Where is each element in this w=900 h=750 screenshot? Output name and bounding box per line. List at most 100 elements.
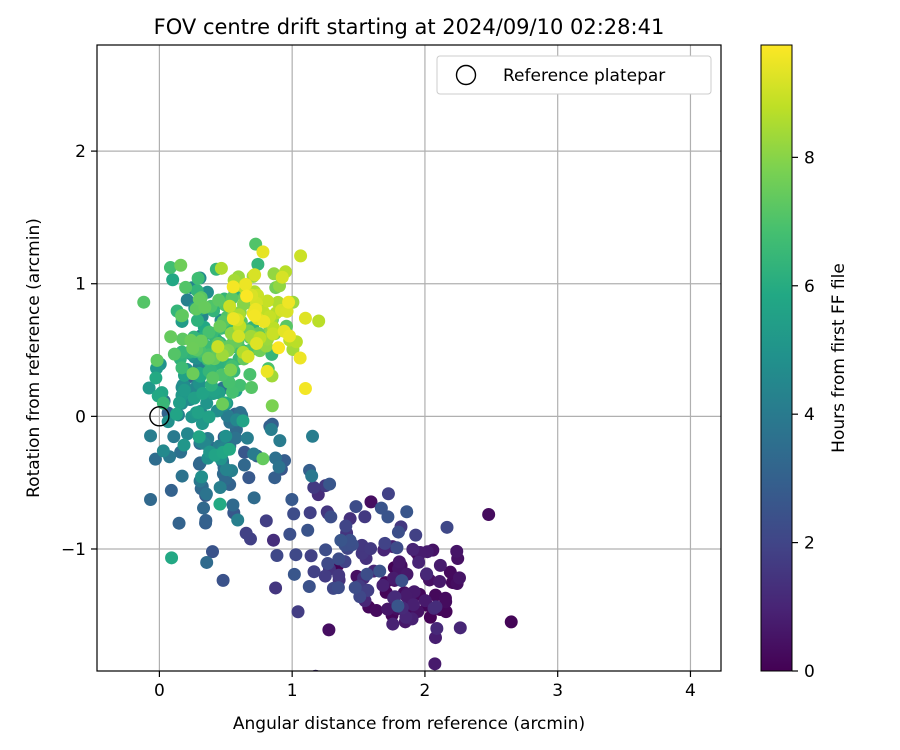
scatter-point — [195, 470, 209, 484]
scatter-point — [175, 361, 189, 375]
scatter-point — [260, 294, 274, 308]
y-tick-label: 2 — [75, 142, 86, 162]
scatter-point — [360, 567, 374, 581]
scatter-point — [232, 329, 246, 343]
scatter-point — [241, 350, 255, 364]
scatter-point — [214, 261, 228, 275]
scatter-points — [137, 237, 518, 671]
scatter-point — [304, 549, 318, 563]
scatter-point — [211, 340, 225, 354]
scatter-point — [192, 430, 206, 444]
scatter-point — [175, 308, 189, 322]
scatter-point — [172, 516, 186, 530]
scatter-point — [303, 506, 317, 520]
scatter-point — [412, 555, 426, 569]
scatter-point — [343, 533, 357, 547]
scatter-point — [391, 525, 405, 539]
scatter-point — [225, 385, 239, 399]
scatter-point — [302, 579, 316, 593]
scatter-point — [322, 623, 336, 637]
scatter-point — [406, 598, 420, 612]
x-tick-label: 2 — [420, 681, 431, 701]
scatter-point — [334, 533, 348, 547]
scatter-point — [429, 588, 443, 602]
scatter-point — [349, 500, 363, 514]
scatter-point — [216, 573, 230, 587]
scatter-point — [213, 480, 227, 494]
scatter-point — [247, 491, 261, 505]
scatter-point — [266, 533, 280, 547]
scatter-point — [226, 280, 240, 294]
scatter-point — [428, 657, 442, 671]
colorbar-ticks: 0 2 4 6 8 — [792, 148, 815, 682]
scatter-point — [243, 367, 257, 381]
scatter-point — [190, 313, 204, 327]
scatter-point — [212, 293, 226, 307]
scatter-point — [381, 602, 395, 616]
y-tick-label: −1 — [61, 540, 86, 560]
scatter-point — [164, 330, 178, 344]
scatter-point — [381, 487, 395, 501]
scatter-point — [307, 565, 321, 579]
scatter-point — [256, 452, 270, 466]
x-tick-label: 1 — [287, 681, 298, 701]
scatter-point — [248, 309, 262, 323]
scatter-point — [293, 351, 307, 365]
scatter-point — [439, 605, 453, 619]
scatter-point — [167, 430, 181, 444]
scatter-point — [144, 429, 158, 443]
scatter-point — [167, 347, 181, 361]
scatter-point — [180, 427, 194, 441]
scatter-point — [395, 574, 409, 588]
scatter-point — [305, 469, 319, 483]
scatter-point — [373, 564, 387, 578]
scatter-point — [224, 363, 238, 377]
scatter-point — [374, 501, 388, 515]
scatter-point — [242, 471, 256, 485]
scatter-point — [186, 341, 200, 355]
scatter-point — [289, 548, 303, 562]
scatter-point — [163, 261, 177, 275]
scatter-point — [144, 492, 158, 506]
scatter-point — [226, 498, 240, 512]
scatter-point — [200, 555, 214, 569]
scatter-point — [239, 277, 253, 291]
scatter-point — [201, 351, 215, 365]
scatter-point — [453, 621, 467, 635]
colorbar-tick-label: 2 — [804, 534, 815, 554]
scatter-point — [191, 406, 205, 420]
scatter-point — [324, 510, 338, 524]
y-axis-ticks: −1 0 1 2 — [61, 142, 97, 560]
scatter-point — [226, 312, 240, 326]
scatter-point — [268, 471, 282, 485]
scatter-point — [420, 567, 434, 581]
scatter-point — [291, 605, 305, 619]
scatter-point — [197, 501, 211, 515]
scatter-point — [272, 460, 286, 474]
scatter-point — [215, 397, 229, 411]
scatter-point — [266, 327, 280, 341]
scatter-point — [318, 569, 332, 583]
scatter-point — [219, 429, 233, 443]
scatter-point — [202, 325, 216, 339]
scatter-point — [386, 617, 400, 631]
scatter-point — [173, 396, 187, 410]
scatter-point — [439, 595, 453, 609]
scatter-point — [399, 589, 413, 603]
colorbar: 0 2 4 6 8 Hours from first FF file — [760, 44, 849, 682]
scatter-point — [298, 311, 312, 325]
scatter-point — [240, 289, 254, 303]
scatter-point — [148, 452, 162, 466]
scatter-point — [164, 483, 178, 497]
scatter-point — [206, 545, 220, 559]
scatter-point — [251, 257, 265, 271]
scatter-point — [306, 429, 320, 443]
scatter-point — [250, 336, 264, 350]
plot-frame — [96, 44, 722, 672]
colorbar-tick-label: 4 — [804, 405, 815, 425]
scatter-point — [275, 270, 289, 284]
scatter-point — [191, 271, 205, 285]
scatter-point — [270, 548, 284, 562]
scatter-point — [433, 575, 447, 589]
scatter-point — [376, 578, 390, 592]
